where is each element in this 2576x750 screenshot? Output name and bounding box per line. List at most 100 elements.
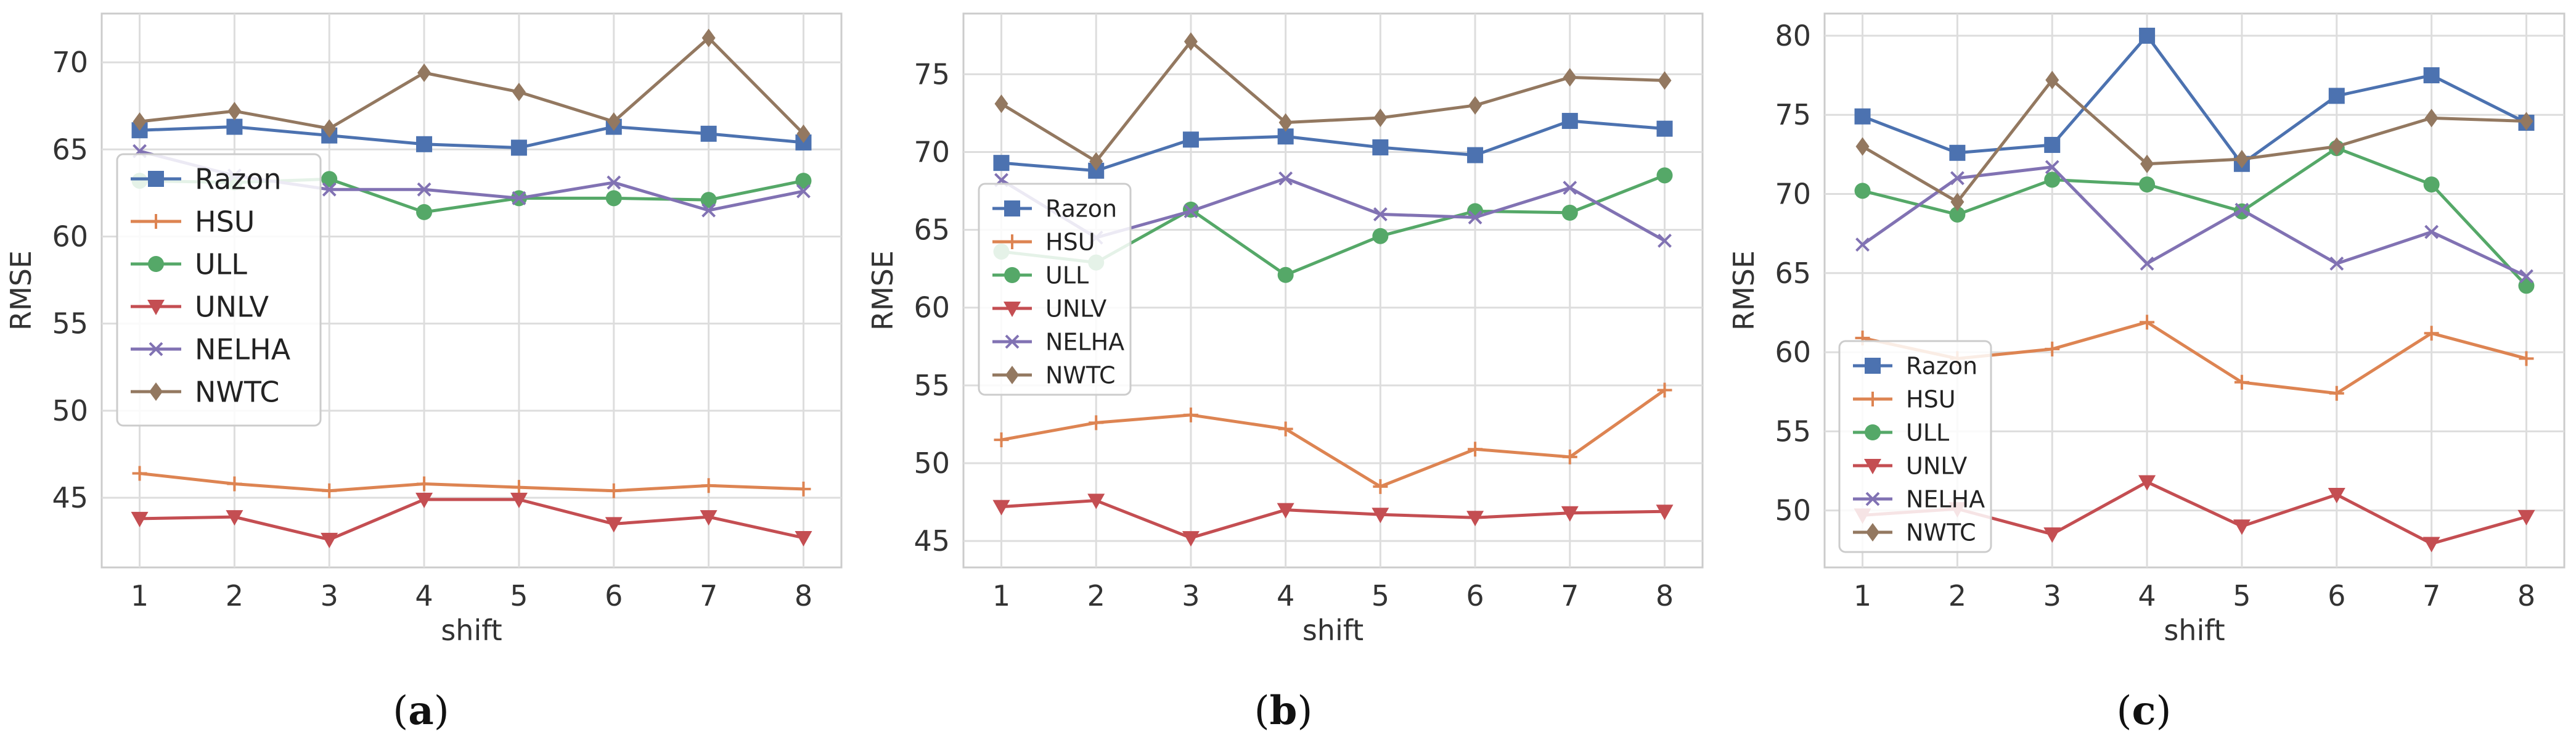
x-tick-label: 6 bbox=[605, 579, 623, 612]
data-point-unlv bbox=[2517, 509, 2535, 525]
legend-label: NELHA bbox=[1045, 329, 1124, 356]
data-point-nwtc bbox=[322, 119, 337, 138]
data-point-unlv bbox=[1561, 506, 1579, 522]
series-line-unlv bbox=[139, 498, 804, 542]
data-point-unlv bbox=[1466, 511, 1484, 527]
x-tick-label: 8 bbox=[2517, 579, 2535, 612]
legend-swatch-marker bbox=[1004, 302, 1021, 317]
y-tick-label: 65 bbox=[52, 133, 88, 166]
legend-label: Razon bbox=[1045, 196, 1117, 223]
legend-label: NELHA bbox=[195, 333, 291, 366]
data-point-nelha bbox=[417, 182, 431, 197]
y-tick-label: 55 bbox=[914, 369, 950, 402]
data-point-ull bbox=[2423, 176, 2440, 193]
legend-swatch-marker bbox=[1865, 392, 1880, 406]
data-point-unlv bbox=[2043, 527, 2061, 543]
data-point-ull bbox=[700, 192, 717, 208]
series-line-hsu bbox=[139, 472, 804, 493]
x-tick-label: 7 bbox=[1561, 579, 1579, 612]
series-line-hsu bbox=[1001, 389, 1666, 488]
data-point-nwtc bbox=[512, 83, 526, 102]
legend-swatch-marker bbox=[149, 214, 163, 229]
data-point-hsu bbox=[796, 481, 811, 497]
data-point-razon bbox=[2044, 136, 2061, 153]
x-tick-label: 2 bbox=[1087, 579, 1105, 612]
y-tick-label: 70 bbox=[52, 46, 88, 79]
x-tick-label: 3 bbox=[321, 579, 338, 612]
data-point-hsu bbox=[227, 476, 242, 492]
data-point-nelha bbox=[2235, 202, 2249, 217]
data-point-razon bbox=[2139, 27, 2156, 44]
data-point-hsu bbox=[606, 483, 621, 498]
data-point-hsu bbox=[2234, 374, 2249, 390]
legend-swatch-marker bbox=[149, 342, 163, 356]
data-point-ull bbox=[2139, 176, 2156, 193]
data-point-hsu bbox=[322, 483, 337, 498]
y-tick-label: 60 bbox=[52, 220, 88, 253]
series-nelha bbox=[1855, 160, 2533, 284]
data-point-nelha bbox=[1373, 207, 1388, 221]
legend-label: NWTC bbox=[1906, 519, 1976, 546]
data-point-nwtc bbox=[796, 124, 811, 143]
legend-label: UNLV bbox=[195, 291, 269, 324]
legend-swatch-marker bbox=[1005, 334, 1020, 349]
data-point-unlv bbox=[795, 530, 812, 546]
data-point-razon bbox=[1949, 144, 1966, 161]
data-point-nwtc bbox=[994, 94, 1008, 113]
data-point-nwtc bbox=[1468, 96, 1482, 115]
data-point-nwtc bbox=[2329, 137, 2344, 156]
series-line-nwtc bbox=[1000, 39, 1665, 163]
series-nwtc bbox=[133, 28, 811, 143]
data-point-razon bbox=[510, 139, 527, 156]
x-tick-label: 8 bbox=[1656, 579, 1674, 612]
x-tick-label: 4 bbox=[415, 579, 433, 612]
data-point-razon bbox=[2328, 88, 2345, 104]
legend-label: ULL bbox=[1906, 419, 1949, 447]
data-point-ull bbox=[1949, 206, 1966, 223]
data-point-nwtc bbox=[227, 102, 242, 121]
y-tick-label: 45 bbox=[52, 481, 88, 514]
x-axis-label: shift bbox=[441, 614, 502, 647]
data-point-hsu bbox=[1562, 449, 1577, 464]
data-point-nelha bbox=[2424, 225, 2439, 239]
legend-swatch-marker bbox=[1005, 366, 1019, 384]
data-point-nelha bbox=[322, 182, 337, 197]
data-point-razon bbox=[700, 125, 717, 142]
x-axis-label: shift bbox=[1302, 614, 1364, 647]
y-tick-label: 45 bbox=[914, 524, 950, 558]
data-point-razon bbox=[1372, 139, 1389, 155]
data-point-hsu bbox=[1657, 382, 1672, 398]
legend-label: NWTC bbox=[195, 376, 279, 409]
legend: Razon HSU ULL UNLV NELHA NWTC bbox=[116, 153, 322, 427]
legend-label: HSU bbox=[195, 205, 255, 239]
y-tick-label: 70 bbox=[1775, 177, 1811, 210]
y-tick-label: 55 bbox=[52, 307, 88, 340]
data-point-razon bbox=[226, 118, 243, 135]
legend-label: HSU bbox=[1045, 229, 1095, 256]
x-tick-label: 1 bbox=[992, 579, 1010, 612]
x-tick-label: 3 bbox=[2043, 579, 2061, 612]
legend: Razon HSU ULL UNLV NELHA NWTC bbox=[1838, 340, 1992, 553]
legend-swatch-marker bbox=[148, 171, 164, 187]
data-point-nwtc bbox=[1563, 68, 1577, 87]
x-tick-label: 7 bbox=[2423, 579, 2440, 612]
caption-a: (a) bbox=[393, 688, 449, 734]
data-point-nelha bbox=[1184, 204, 1198, 218]
y-tick-label: 65 bbox=[1775, 257, 1811, 290]
series-hsu bbox=[132, 466, 811, 498]
legend-label: ULL bbox=[1045, 262, 1089, 289]
x-tick-label: 3 bbox=[1182, 579, 1200, 612]
y-axis-label: RMSE bbox=[1727, 250, 1760, 331]
data-point-ull bbox=[1854, 183, 1871, 199]
data-point-unlv bbox=[510, 492, 528, 508]
series-hsu bbox=[994, 382, 1672, 494]
data-point-hsu bbox=[511, 480, 526, 495]
data-point-razon bbox=[1182, 131, 1199, 148]
chart-panel-c: 1 2 3 4 5 6 7 8 50 55 60 65 70 75 80 shift RMSE Razon HSU U… bbox=[1727, 12, 2566, 647]
data-point-nelha bbox=[1278, 171, 1293, 186]
legend-label: NWTC bbox=[1045, 362, 1116, 389]
legend: Razon HSU ULL UNLV NELHA NWTC bbox=[978, 183, 1132, 396]
x-tick-label: 1 bbox=[131, 579, 149, 612]
legend-swatch-marker bbox=[1005, 234, 1020, 249]
data-point-hsu bbox=[2045, 341, 2060, 356]
